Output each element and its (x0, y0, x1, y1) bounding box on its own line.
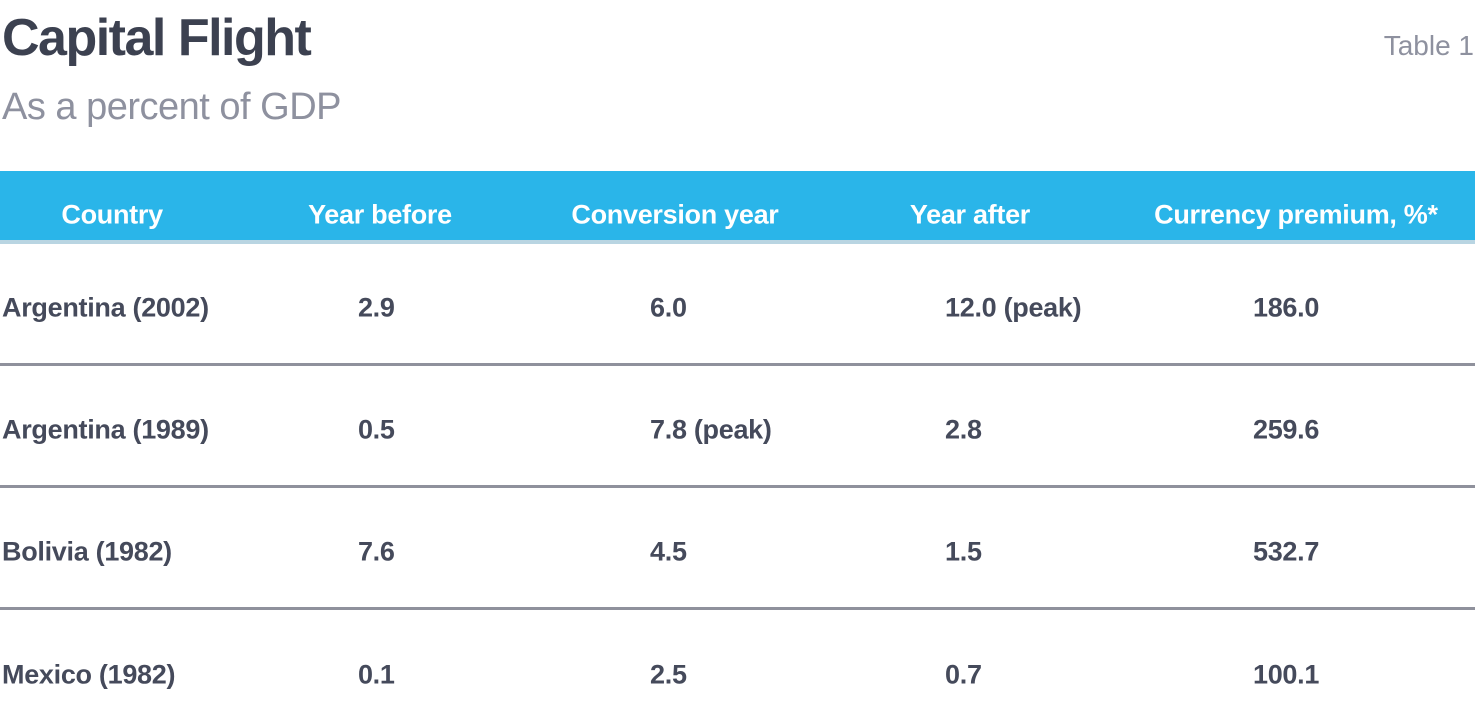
column-header-year-after: Year after (909, 199, 1030, 229)
page-subtitle: As a percent of GDP (2, 86, 342, 128)
cell-year-before: 0.1 (357, 659, 395, 690)
cell-currency-premium: 186.0 (1253, 292, 1320, 322)
table-row: Argentina (1989) 0.5 7.8 (peak) 2.8 259.… (0, 366, 1475, 488)
table-number-label: Table 1 (1383, 30, 1474, 61)
cell-year-after: 0.7 (945, 659, 982, 690)
column-header-country: Country (61, 199, 163, 229)
cell-country: Mexico (1982) (2, 659, 176, 690)
table-body: Argentina (2002) 2.9 6.0 12.0 (peak) 186… (0, 244, 1475, 708)
table-row: Argentina (2002) 2.9 6.0 12.0 (peak) 186… (0, 244, 1475, 366)
cell-currency-premium: 100.1 (1253, 659, 1320, 690)
table-row: Bolivia (1982) 7.6 4.5 1.5 532.7 (0, 488, 1475, 610)
table-row: Mexico (1982) 0.1 2.5 0.7 100.1 (0, 610, 1475, 708)
column-header-currency-premium: Currency premium, %* (1154, 199, 1438, 229)
column-header-year-before: Year before (308, 199, 452, 229)
cell-conversion-year: 2.5 (650, 659, 687, 690)
cell-currency-premium: 259.6 (1253, 414, 1320, 444)
cell-country: Argentina (1989) (2, 414, 209, 444)
cell-year-before: 0.5 (357, 414, 395, 444)
cell-year-after: 2.8 (945, 414, 982, 444)
page-title: Capital Flight (2, 9, 312, 67)
cell-conversion-year: 7.8 (peak) (650, 414, 772, 444)
cell-currency-premium: 532.7 (1253, 536, 1320, 566)
column-header-conversion-year: Conversion year (571, 199, 779, 229)
cell-year-before: 2.9 (357, 292, 395, 322)
cell-year-before: 7.6 (357, 536, 395, 566)
cell-country: Bolivia (1982) (2, 536, 172, 566)
cell-conversion-year: 6.0 (650, 292, 687, 322)
table-header-row: Country Year before Conversion year Year… (0, 171, 1475, 244)
cell-conversion-year: 4.5 (650, 536, 687, 566)
cell-year-after: 1.5 (945, 536, 982, 566)
cell-country: Argentina (2002) (2, 292, 209, 322)
cell-year-after: 12.0 (peak) (945, 292, 1082, 322)
